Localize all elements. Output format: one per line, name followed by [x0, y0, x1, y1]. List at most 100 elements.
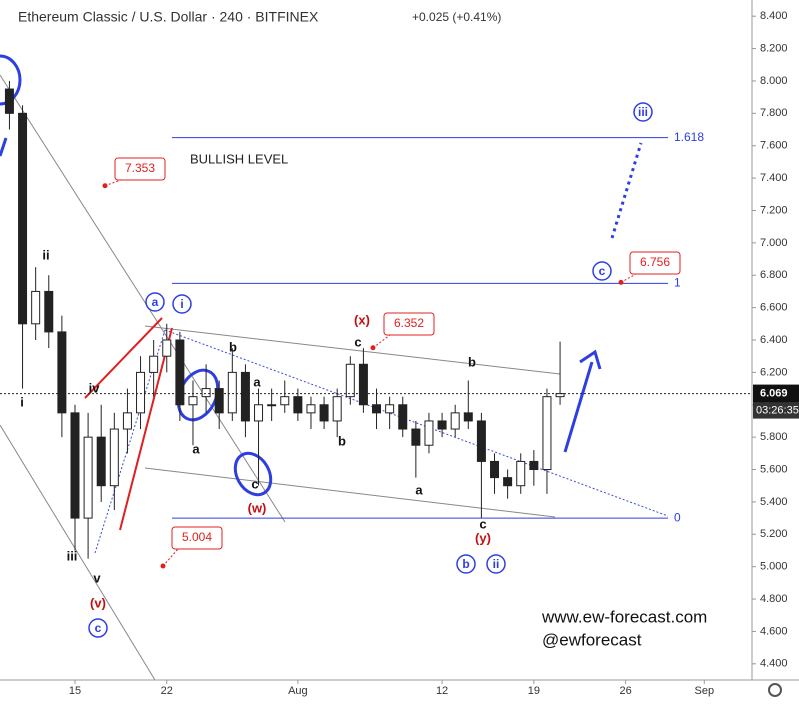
y-tick-label: 7.400 — [760, 172, 788, 184]
channel-line — [144, 467, 556, 518]
candle-body — [175, 339, 185, 406]
wave-label: i — [180, 297, 183, 311]
y-tick-label: 5.800 — [760, 431, 788, 443]
wave-label: b — [338, 433, 346, 448]
candle-body — [411, 428, 421, 446]
chart-title: Ethereum Classic / U.S. Dollar · 240 · B… — [18, 9, 319, 25]
watermark: www.ew-forecast.com — [541, 607, 707, 626]
level-note: BULLISH LEVEL — [190, 151, 288, 166]
candle-body — [18, 112, 28, 325]
price-tag-text: 6.069 — [760, 387, 788, 399]
wave-label: b — [229, 339, 237, 354]
candle-body — [280, 396, 290, 406]
candle-body — [542, 396, 552, 471]
price-pointer — [104, 179, 122, 187]
y-tick-label: 8.200 — [760, 42, 788, 54]
y-tick-label: 5.400 — [760, 496, 788, 508]
red-line — [119, 327, 173, 531]
countdown-text: 03:26:35 — [756, 404, 799, 416]
y-tick-label: 4.800 — [760, 593, 788, 605]
candle-body — [57, 331, 67, 414]
candle-body — [267, 404, 277, 407]
grid — [74, 15, 756, 684]
wave-label: (v) — [90, 595, 106, 610]
candle-body — [96, 436, 106, 487]
wave-circle — [88, 618, 108, 638]
x-tick-label: Aug — [288, 685, 308, 697]
wave-label: c — [599, 264, 606, 278]
wave-label: a — [192, 441, 200, 456]
y-tick-label: 5.000 — [760, 561, 788, 573]
candle-body — [450, 412, 460, 430]
projection — [610, 142, 643, 239]
wave-circle — [172, 294, 192, 314]
y-tick-label: 5.600 — [760, 463, 788, 475]
candle-body — [214, 388, 224, 414]
settings-icon[interactable] — [768, 683, 782, 697]
x-tick-label: 12 — [436, 685, 448, 697]
x-tick-label: 22 — [161, 685, 173, 697]
fib-label: 1.618 — [674, 130, 704, 144]
candle-body — [201, 388, 211, 398]
candle-body — [437, 420, 447, 430]
drawings — [0, 54, 669, 680]
wave-label: b — [468, 354, 476, 369]
wave-label: c — [251, 476, 258, 491]
candle-body — [306, 404, 316, 414]
candle-body — [372, 404, 382, 414]
candle-body — [490, 460, 500, 479]
candle-body — [516, 460, 526, 487]
candle-body — [358, 363, 368, 406]
ellipse — [0, 54, 22, 106]
wave-label: c — [479, 516, 486, 531]
wave-label: c — [354, 334, 361, 349]
wave-label: iii — [67, 548, 78, 563]
candle-body — [424, 420, 434, 446]
y-tick-label: 7.200 — [760, 204, 788, 216]
candle-body — [529, 460, 539, 471]
candle-body — [188, 396, 198, 406]
watermark: @ewforecast — [542, 630, 642, 649]
wave-label: v — [93, 570, 101, 585]
x-tick-label: 15 — [69, 685, 81, 697]
countdown-tag — [753, 402, 799, 419]
wave-circle — [145, 292, 165, 312]
y-tick-label: 8.400 — [760, 10, 788, 22]
price-point — [618, 279, 624, 285]
fib-label: 0 — [674, 510, 681, 524]
candle-body — [476, 420, 486, 462]
candle-body — [463, 412, 473, 422]
wave-label: ii — [493, 557, 500, 571]
arrow-head — [579, 349, 602, 370]
price-box-text: 6.756 — [640, 255, 670, 269]
trend-line — [0, 424, 156, 680]
y-tick-label: 7.600 — [760, 140, 788, 152]
price-pointer — [372, 334, 391, 349]
price-point — [102, 183, 108, 189]
candle-body — [149, 355, 159, 373]
x-tick-label: Sep — [694, 685, 714, 697]
y-tick-label: 6.600 — [760, 302, 788, 314]
price-box-text: 6.352 — [394, 316, 424, 330]
candle-body — [109, 428, 119, 487]
candle-body — [332, 396, 342, 422]
candle-body — [345, 363, 355, 398]
candle-body — [240, 371, 250, 422]
wave-circle — [456, 554, 476, 574]
candle-body — [385, 404, 395, 414]
channel-line — [144, 325, 561, 375]
y-tick-label: 4.400 — [760, 658, 788, 670]
arrow — [0, 137, 8, 157]
price-box — [383, 312, 435, 336]
dotted-line — [164, 329, 669, 517]
wave-circle — [486, 554, 506, 574]
price-box-text: 7.353 — [125, 161, 155, 175]
price-point — [160, 563, 166, 569]
wave-label: (w) — [248, 500, 267, 515]
x-tick-label: 19 — [528, 685, 540, 697]
arrow — [563, 361, 594, 453]
wave-label: iv — [89, 380, 101, 395]
y-tick-label: 7.800 — [760, 107, 788, 119]
y-tick-label: 6.200 — [760, 366, 788, 378]
